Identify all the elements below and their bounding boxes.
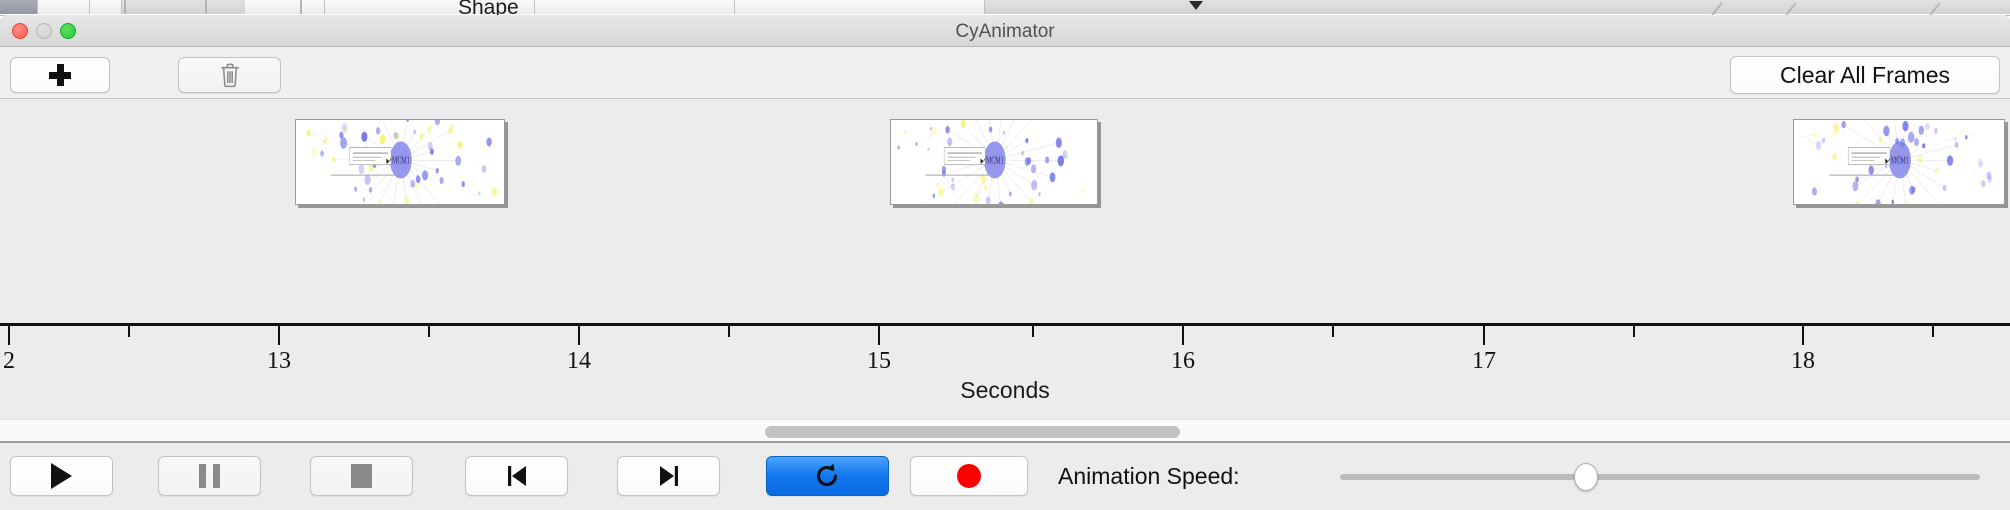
svg-text:MCM1: MCM1 xyxy=(392,154,410,166)
background-column-divider xyxy=(205,0,207,14)
axis-tick-major xyxy=(1182,326,1184,345)
titlebar: CyAnimator xyxy=(0,15,2010,47)
axis-tick-minor xyxy=(728,326,730,337)
slider-thumb[interactable] xyxy=(1574,463,1599,491)
axis-tick-major xyxy=(1802,326,1804,345)
axis-tick-label: 2 xyxy=(3,348,15,374)
timeline-axis xyxy=(0,323,2010,326)
axis-tick-label: 13 xyxy=(267,348,291,374)
axis-tick-label: 16 xyxy=(1171,348,1195,374)
timeline-panel[interactable]: MCM1 MCM1 MCM1 2 13 14 15 16 1 xyxy=(0,99,2010,419)
minimize-button[interactable] xyxy=(36,23,52,39)
background-header-cell xyxy=(90,0,122,14)
axis-tick-major xyxy=(578,326,580,345)
skip-to-end-button[interactable] xyxy=(617,456,720,496)
window-controls xyxy=(12,23,76,39)
stop-icon xyxy=(351,464,372,488)
maximize-button[interactable] xyxy=(60,23,76,39)
scrollbar-thumb[interactable] xyxy=(765,426,1180,438)
cyanimator-window: CyAnimator Clear All Frames MCM1 xyxy=(0,15,2010,510)
axis-tick-major xyxy=(278,326,280,345)
axis-tick-label: 18 xyxy=(1791,348,1815,374)
frame-thumbnail[interactable]: MCM1 xyxy=(890,119,1098,205)
loop-icon xyxy=(816,463,837,487)
axis-tick-minor xyxy=(428,326,430,337)
axis-tick-label: 14 xyxy=(567,348,591,374)
background-header-cell xyxy=(735,0,985,14)
record-icon xyxy=(957,464,981,488)
axis-tick-minor xyxy=(1332,326,1334,337)
sort-arrow-icon xyxy=(1189,1,1203,10)
plus-icon xyxy=(49,64,71,86)
background-header-cell xyxy=(535,0,735,14)
slider-track xyxy=(1340,474,1980,480)
background-header-cell xyxy=(325,0,535,14)
axis-tick-label: 17 xyxy=(1472,348,1496,374)
background-header-cell xyxy=(38,0,90,14)
axis-title: Seconds xyxy=(960,377,1050,403)
add-frame-button[interactable] xyxy=(10,57,110,93)
record-button[interactable] xyxy=(910,456,1028,496)
loop-button[interactable] xyxy=(766,456,889,496)
axis-tick-major xyxy=(878,326,880,345)
background-header-cell xyxy=(0,0,38,14)
timeline-scrollbar[interactable] xyxy=(0,419,2010,443)
stop-button[interactable] xyxy=(310,456,413,496)
frame-thumbnail[interactable]: MCM1 xyxy=(1793,119,2005,205)
window-title: CyAnimator xyxy=(955,21,1055,42)
pause-icon xyxy=(199,464,220,488)
background-column-divider xyxy=(124,0,126,14)
axis-tick-major xyxy=(8,326,10,345)
axis-tick-label: 15 xyxy=(867,348,891,374)
skip-to-start-button[interactable] xyxy=(465,456,568,496)
axis-tick-minor xyxy=(1032,326,1034,337)
svg-text:MCM1: MCM1 xyxy=(986,154,1004,166)
close-button[interactable] xyxy=(12,23,28,39)
play-icon xyxy=(51,463,72,489)
skip-forward-icon xyxy=(659,466,678,486)
clear-all-frames-button[interactable]: Clear All Frames xyxy=(1730,56,2000,94)
clear-all-frames-label: Clear All Frames xyxy=(1780,61,1950,88)
background-column-label: Shape xyxy=(458,0,519,16)
play-button[interactable] xyxy=(10,456,113,496)
delete-frame-button[interactable] xyxy=(178,57,281,93)
animation-speed-label: Animation Speed: xyxy=(1058,463,1240,489)
axis-tick-minor xyxy=(128,326,130,337)
background-header-cell xyxy=(245,0,325,14)
pause-button[interactable] xyxy=(158,456,261,496)
frame-thumbnail[interactable]: MCM1 xyxy=(295,119,505,205)
background-window-strip: Shape xyxy=(0,0,2010,16)
playback-toolbar: Animation Speed: xyxy=(0,443,2010,509)
skip-back-icon xyxy=(507,466,526,486)
axis-tick-minor xyxy=(1932,326,1934,337)
svg-text:MCM1: MCM1 xyxy=(1891,154,1909,166)
axis-tick-minor xyxy=(1633,326,1635,337)
animation-speed-slider[interactable] xyxy=(1340,463,1980,491)
toolbar: Clear All Frames xyxy=(0,47,2010,99)
axis-tick-major xyxy=(1483,326,1485,345)
trash-icon xyxy=(220,63,239,88)
background-column-divider xyxy=(300,0,302,14)
